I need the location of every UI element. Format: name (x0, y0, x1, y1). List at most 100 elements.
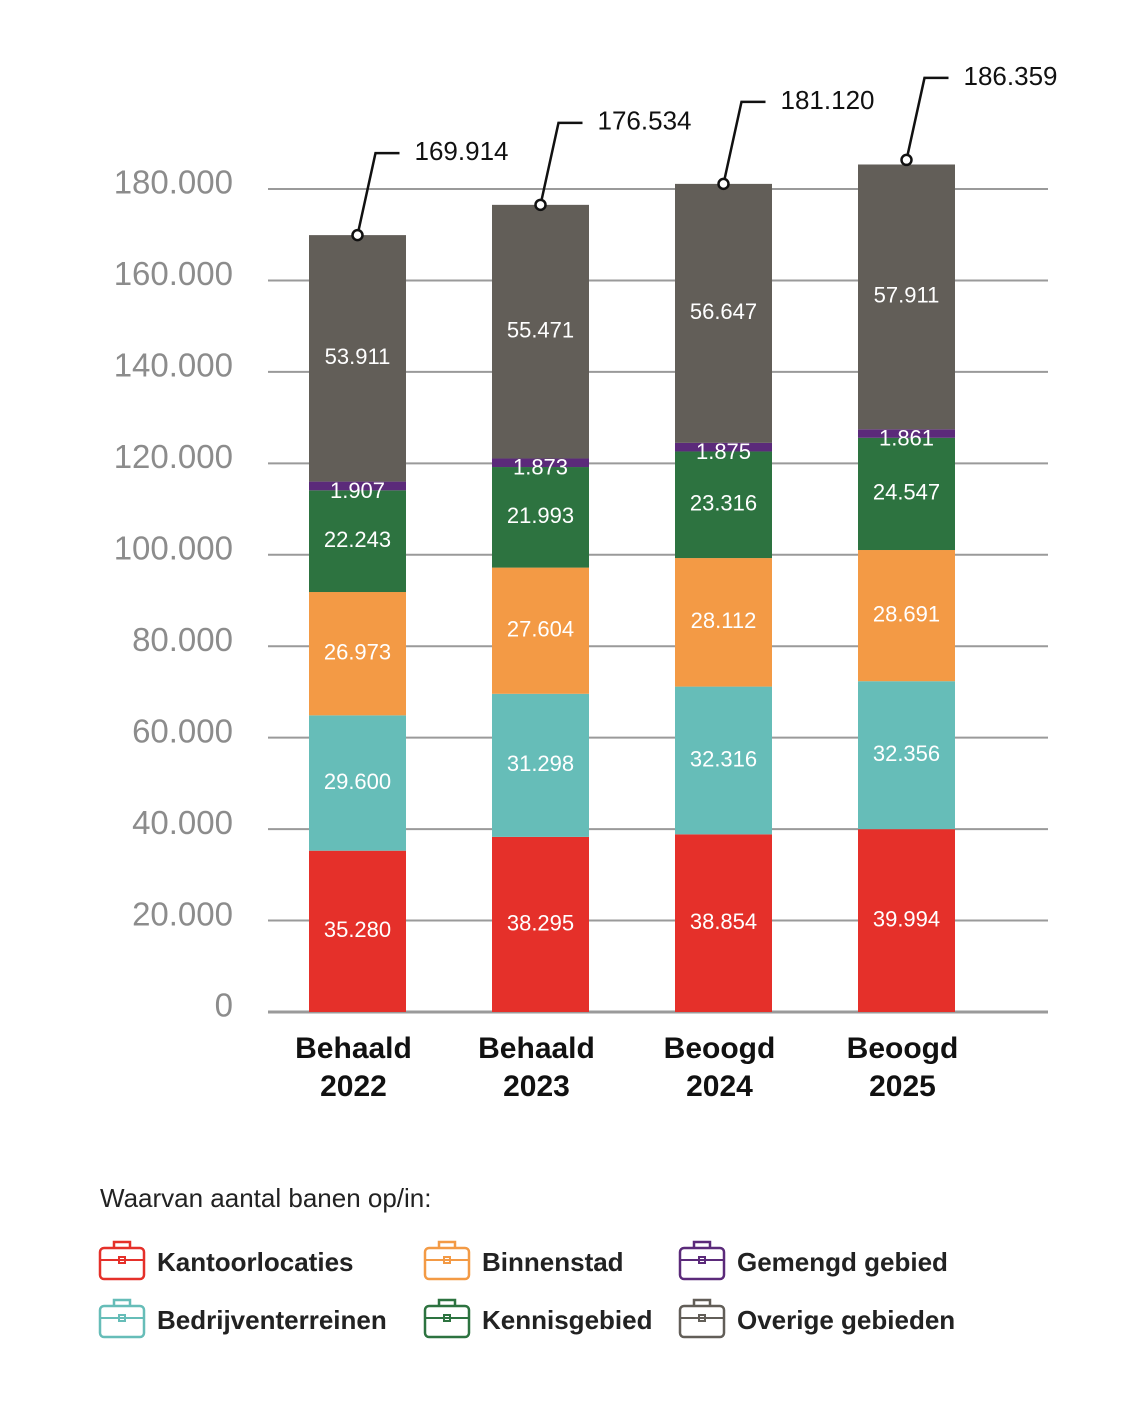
bar-segment (309, 235, 406, 482)
y-tick-label: 100.000 (114, 529, 233, 566)
bar-segment (492, 467, 589, 568)
legend-icon-band (100, 1314, 144, 1322)
legend-item: Overige gebieden (678, 1298, 955, 1339)
legend-label: Overige gebieden (737, 1305, 955, 1335)
y-tick-label: 140.000 (114, 347, 233, 384)
bar-segment (675, 183, 772, 443)
data-label: 28.112 (691, 608, 757, 633)
total-leader (905, 76, 949, 161)
bar-segment (858, 437, 955, 551)
legend-label: Binnenstad (482, 1247, 624, 1277)
data-label: 38.854 (690, 909, 757, 934)
bar-segment (309, 490, 406, 593)
legend-label: Bedrijventerreinen (157, 1305, 387, 1335)
y-tick-label: 40.000 (132, 804, 233, 841)
legend-icon-handle (112, 1240, 132, 1248)
bar-segment (492, 836, 589, 1012)
total-label: 181.120 (781, 85, 875, 115)
legend-item: Kantoorlocaties (98, 1240, 354, 1281)
legend-title: Waarvan aantal banen op/in: (100, 1183, 432, 1213)
total-marker (900, 153, 913, 167)
total-leader (539, 121, 583, 206)
bar-segment (309, 715, 406, 851)
data-label: 1.861 (879, 425, 934, 450)
legend-label: Gemengd gebied (737, 1247, 948, 1277)
data-label: 53.911 (325, 344, 391, 369)
total-marker (717, 177, 730, 191)
bar-segment (492, 204, 589, 459)
data-label: 39.994 (873, 906, 940, 931)
data-label: 32.356 (873, 741, 940, 766)
y-tick-label: 60.000 (132, 712, 233, 749)
bar-segment (675, 442, 772, 452)
y-tick-label: 180.000 (114, 164, 233, 201)
bar-segment (492, 458, 589, 468)
y-tick-label: 120.000 (114, 438, 233, 475)
x-tick-label: Beoogd 2024 (664, 1032, 776, 1103)
bar-segment (675, 451, 772, 559)
bar-segment (675, 686, 772, 835)
legend-icon-band (100, 1256, 144, 1264)
legend-icon-band (425, 1256, 469, 1264)
legend-icon-handle (112, 1298, 132, 1306)
x-tick-label: Beoogd 2025 (847, 1032, 959, 1103)
bar-segment (492, 693, 589, 837)
bar-segment (675, 834, 772, 1012)
x-tick-label: Behaald 2022 (295, 1032, 412, 1103)
legend-item: Kennisgebied (423, 1298, 652, 1339)
y-tick-label: 160.000 (114, 255, 233, 292)
y-tick-label: 20.000 (132, 895, 233, 932)
total-marker (534, 198, 547, 212)
data-label: 35.280 (324, 917, 391, 942)
data-label: 22.243 (324, 527, 391, 552)
bar-segment (858, 829, 955, 1012)
legend-item: Gemengd gebied (678, 1240, 948, 1281)
legend-item: Binnenstad (423, 1240, 624, 1281)
bar-segment (309, 481, 406, 491)
legend-icon-band (680, 1314, 724, 1322)
bar-segment (858, 429, 955, 438)
legend-item: Bedrijventerreinen (98, 1298, 387, 1339)
data-label: 23.316 (690, 491, 757, 516)
y-tick-label: 80.000 (132, 621, 233, 658)
data-label: 56.647 (690, 299, 757, 324)
legend-icon-handle (692, 1240, 712, 1248)
bar-segment (492, 567, 589, 694)
total-label: 176.534 (598, 106, 692, 136)
data-label: 26.973 (324, 640, 391, 665)
total-label: 169.914 (415, 136, 509, 166)
data-label: 21.993 (507, 503, 574, 528)
bar-segment (858, 681, 955, 830)
data-label: 55.471 (507, 317, 574, 342)
data-label: 1.907 (330, 478, 385, 503)
total-marker (351, 228, 364, 242)
data-label: 32.316 (690, 746, 757, 771)
total-leader (356, 151, 400, 236)
data-label: 28.691 (873, 601, 940, 626)
data-label: 57.911 (874, 283, 940, 308)
legend-label: Kantoorlocaties (157, 1247, 354, 1277)
data-label: 1.873 (513, 455, 568, 480)
y-tick-label: 0 (215, 987, 233, 1024)
data-label: 1.875 (696, 439, 751, 464)
total-leader (722, 100, 766, 185)
bar-segment (675, 558, 772, 687)
bar-segment (309, 592, 406, 716)
legend-icon-band (680, 1256, 724, 1264)
data-label: 31.298 (507, 751, 574, 776)
legend-icon-handle (437, 1298, 457, 1306)
total-label: 186.359 (964, 61, 1058, 91)
x-tick-label: Behaald 2023 (478, 1032, 595, 1103)
bar-segment (858, 164, 955, 430)
bar-segment (858, 550, 955, 682)
data-label: 27.604 (507, 617, 574, 642)
data-label: 29.600 (324, 769, 391, 794)
bar-segment (309, 850, 406, 1012)
data-label: 38.295 (507, 910, 574, 935)
data-label: 24.547 (873, 480, 940, 505)
legend-icon-handle (692, 1298, 712, 1306)
legend-icon-handle (437, 1240, 457, 1248)
legend-label: Kennisgebied (482, 1305, 652, 1335)
legend-icon-band (425, 1314, 469, 1322)
